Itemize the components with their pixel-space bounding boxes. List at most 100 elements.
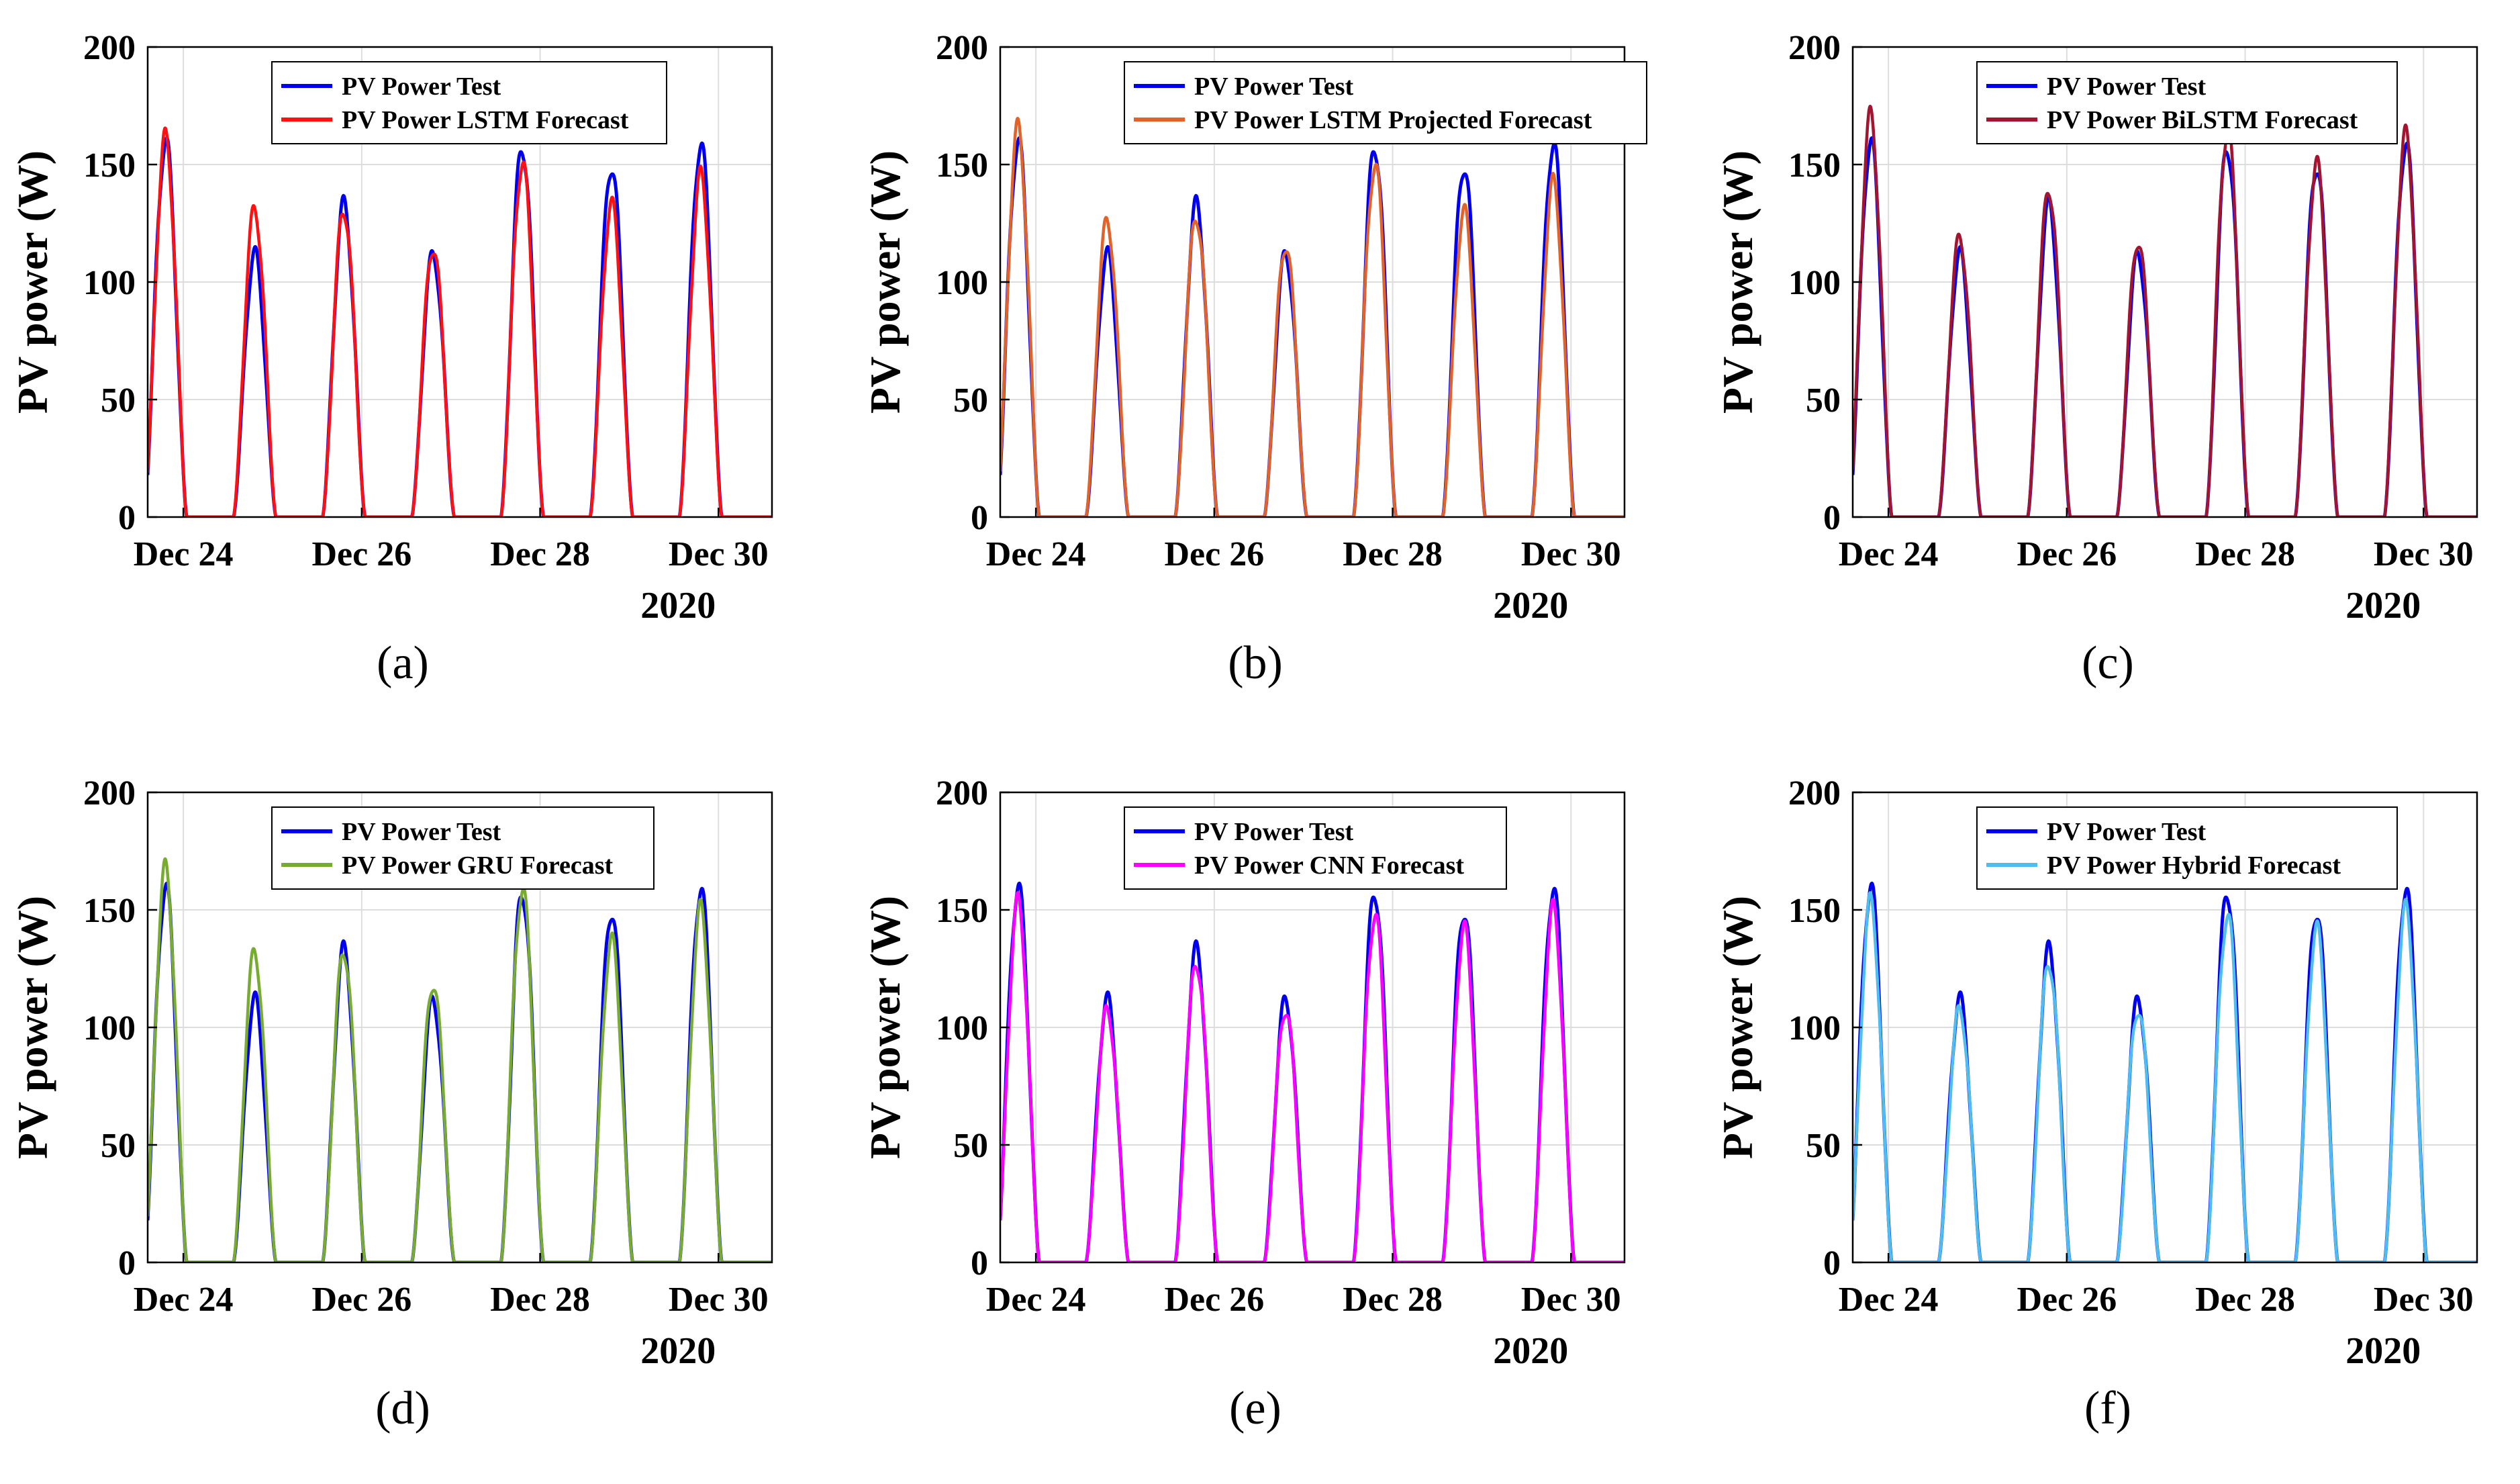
x-tick-label: Dec 26 <box>2017 535 2117 573</box>
y-tick-label: 50 <box>953 1127 988 1165</box>
series-line-forecast <box>1853 104 2477 517</box>
panel-caption: (f) <box>2084 1383 2131 1434</box>
chart-panel-a: 0 50 100 150 200 Dec 24 Dec 26 Dec 28 Dec 30 2020… <box>9 29 773 689</box>
legend-label: PV Power LSTM Projected Forecast <box>1194 106 1592 134</box>
legend-label: PV Power Test <box>1194 818 1353 846</box>
y-tick-label: 0 <box>118 1244 136 1283</box>
y-tick-label: 100 <box>1788 1009 1841 1048</box>
x-tick-label: Dec 24 <box>1839 535 1939 573</box>
y-tick-label: 150 <box>83 146 136 185</box>
x-tick-label: Dec 26 <box>311 1281 411 1319</box>
x-axis-year: 2020 <box>2345 585 2421 627</box>
y-tick-label: 150 <box>1788 146 1841 185</box>
x-tick-label: Dec 24 <box>986 535 1086 573</box>
x-tick-label: Dec 26 <box>311 535 411 573</box>
legend-label: PV Power Test <box>1194 73 1353 101</box>
x-axis-year: 2020 <box>1493 585 1568 627</box>
y-tick-label: 150 <box>1788 892 1841 930</box>
y-tick-label: 0 <box>971 499 988 537</box>
legend-label: PV Power Test <box>2047 73 2206 101</box>
x-axis-year: 2020 <box>640 585 716 627</box>
y-tick-label: 150 <box>83 892 136 930</box>
y-tick-label: 150 <box>936 146 988 185</box>
series-line-test <box>1853 136 2477 517</box>
y-tick-label: 50 <box>1806 381 1841 420</box>
x-axis-year: 2020 <box>2345 1330 2421 1372</box>
y-tick-label: 100 <box>936 264 988 302</box>
y-tick-label: 50 <box>101 1127 136 1165</box>
legend-label: PV Power Test <box>342 818 501 846</box>
series-line-test <box>1000 136 1625 517</box>
series-line-test <box>148 881 772 1262</box>
figure-grid: 0 50 100 150 200 Dec 24 Dec 26 Dec 28 Dec 30 2020… <box>9 29 2478 1434</box>
legend-box <box>1124 806 1507 890</box>
x-tick-label: Dec 28 <box>490 1281 590 1319</box>
panel-caption: (d) <box>375 1383 430 1434</box>
chart-panel-d: 0 50 100 150 200 Dec 24 Dec 26 Dec 28 Dec 30 2020… <box>9 774 773 1434</box>
y-tick-label: 100 <box>83 264 136 302</box>
y-axis-label: PV power (W) <box>861 896 909 1159</box>
y-tick-label: 0 <box>1823 499 1841 537</box>
y-tick-label: 50 <box>1806 1127 1841 1165</box>
chart-panel-b: 0 50 100 150 200 Dec 24 Dec 26 Dec 28 Dec 30 2020… <box>861 29 1647 689</box>
x-tick-label: Dec 24 <box>134 535 234 573</box>
y-tick-label: 0 <box>118 499 136 537</box>
x-tick-label: Dec 28 <box>1343 535 1443 573</box>
x-tick-label: Dec 30 <box>2374 535 2474 573</box>
legend-label: PV Power Test <box>342 73 501 101</box>
y-tick-label: 200 <box>83 29 136 67</box>
y-axis-label: PV power (W) <box>9 150 56 414</box>
y-tick-label: 200 <box>1788 29 1841 67</box>
x-tick-label: Dec 30 <box>1521 535 1621 573</box>
x-tick-label: Dec 24 <box>1839 1281 1939 1319</box>
x-tick-label: Dec 28 <box>1343 1281 1443 1319</box>
x-tick-label: Dec 30 <box>2374 1281 2474 1319</box>
legend-box <box>1976 61 2398 144</box>
y-axis-label: PV power (W) <box>9 896 56 1159</box>
x-tick-label: Dec 26 <box>1164 535 1264 573</box>
chart-panel-f: 0 50 100 150 200 Dec 24 Dec 26 Dec 28 Dec 30 2020… <box>1714 774 2478 1434</box>
y-axis-label: PV power (W) <box>1714 150 1761 414</box>
y-tick-label: 100 <box>1788 264 1841 302</box>
x-tick-label: Dec 26 <box>1164 1281 1264 1319</box>
series-line-forecast <box>1853 891 2477 1262</box>
x-tick-label: Dec 28 <box>490 535 590 573</box>
y-tick-label: 200 <box>83 774 136 813</box>
x-axis-year: 2020 <box>640 1330 716 1372</box>
legend-box <box>271 806 655 890</box>
legend-label: PV Power Test <box>2047 818 2206 846</box>
series-line-forecast <box>1000 116 1625 517</box>
legend-label: PV Power BiLSTM Forecast <box>2047 106 2358 134</box>
y-axis-label: PV power (W) <box>1714 896 1761 1159</box>
y-tick-label: 200 <box>1788 774 1841 813</box>
x-tick-label: Dec 30 <box>669 1281 769 1319</box>
x-tick-label: Dec 30 <box>669 535 769 573</box>
y-tick-label: 100 <box>936 1009 988 1048</box>
x-tick-label: Dec 28 <box>2195 535 2295 573</box>
x-tick-label: Dec 28 <box>2195 1281 2295 1319</box>
series-line-test <box>148 136 772 517</box>
y-tick-label: 50 <box>101 381 136 420</box>
x-tick-label: Dec 24 <box>134 1281 234 1319</box>
x-tick-label: Dec 30 <box>1521 1281 1621 1319</box>
legend-label: PV Power LSTM Forecast <box>342 106 629 134</box>
y-tick-label: 200 <box>936 774 988 813</box>
x-tick-label: Dec 24 <box>986 1281 1086 1319</box>
panel-caption: (b) <box>1228 637 1283 689</box>
panel-caption: (e) <box>1229 1383 1281 1434</box>
y-tick-label: 150 <box>936 892 988 930</box>
series-line-forecast <box>148 126 772 517</box>
legend-box <box>1976 806 2398 890</box>
y-tick-label: 200 <box>936 29 988 67</box>
y-tick-label: 0 <box>971 1244 988 1283</box>
y-tick-label: 0 <box>1823 1244 1841 1283</box>
legend-box <box>1124 61 1647 144</box>
legend-box <box>271 61 667 144</box>
panel-caption: (a) <box>377 637 429 689</box>
series-line-forecast <box>1000 891 1625 1262</box>
x-axis-year: 2020 <box>1493 1330 1568 1372</box>
y-tick-label: 100 <box>83 1009 136 1048</box>
chart-panel-c: 0 50 100 150 200 Dec 24 Dec 26 Dec 28 Dec 30 2020… <box>1714 29 2478 689</box>
series-line-forecast <box>148 857 772 1262</box>
legend-label: PV Power GRU Forecast <box>342 851 614 880</box>
